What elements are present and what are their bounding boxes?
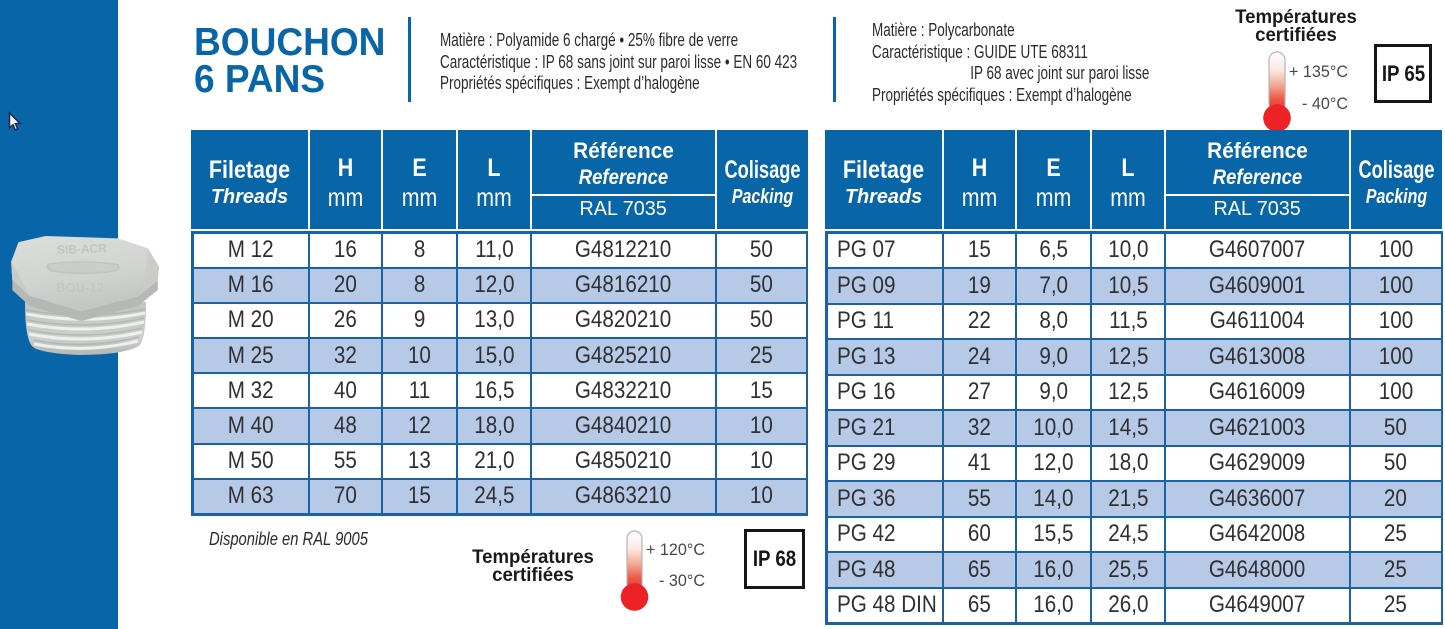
svg-text:SIB-ACR: SIB-ACR	[57, 241, 108, 257]
svg-text:BOU-12: BOU-12	[56, 280, 104, 295]
